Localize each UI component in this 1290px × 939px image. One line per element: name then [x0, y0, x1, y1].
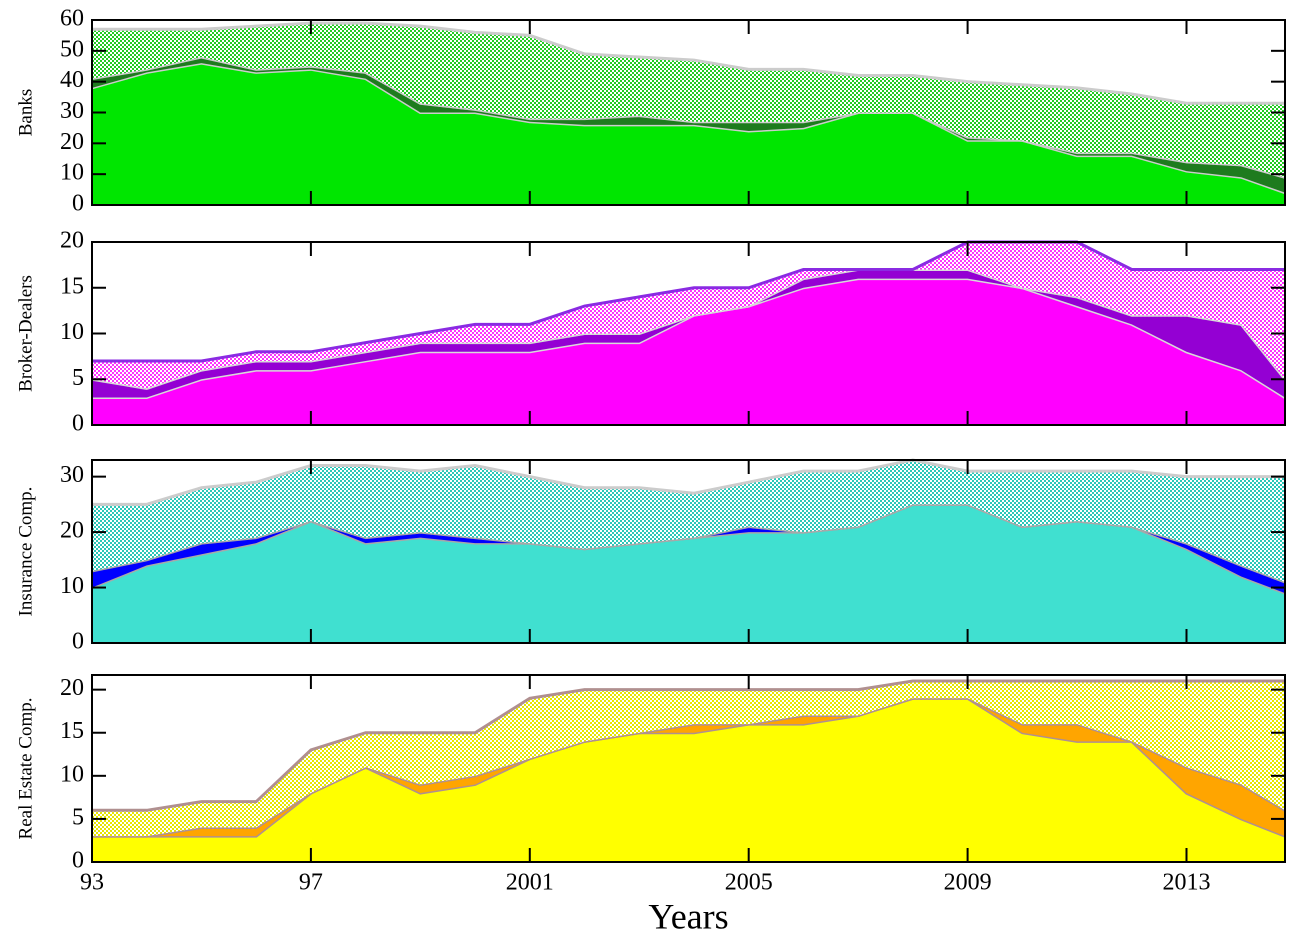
y-tick-label: 5: [72, 804, 84, 830]
area: [92, 460, 1285, 582]
area: [92, 242, 1285, 389]
y-tick-label: 20: [60, 675, 84, 701]
y-tick-label: 15: [60, 273, 84, 299]
area: [92, 278, 1285, 425]
x-tick-label: 97: [299, 870, 323, 896]
x-axis-label: Years: [648, 896, 728, 936]
y-tick-label: 10: [60, 319, 84, 345]
x-tick-label: 2009: [944, 870, 992, 896]
area: [92, 57, 1285, 193]
area-edge: [92, 21, 1285, 105]
y-tick-label: 20: [60, 518, 84, 544]
y-axis-label: Real Estate Comp.: [15, 698, 36, 840]
x-tick-label: 2005: [725, 870, 773, 896]
y-tick-label: 0: [72, 629, 84, 655]
plot-frame: [91, 674, 1286, 863]
y-tick-label: 10: [60, 160, 84, 186]
y-tick-label: 30: [60, 462, 84, 488]
y-tick-label: 0: [72, 411, 84, 437]
y-tick-label: 10: [60, 761, 84, 787]
y-tick-label: 30: [60, 98, 84, 124]
y-axis-label: Insurance Comp.: [15, 487, 36, 617]
area-edge: [92, 240, 1285, 363]
y-tick-label: 20: [60, 228, 84, 254]
y-tick-label: 50: [60, 36, 84, 62]
x-tick-label: 2013: [1162, 870, 1210, 896]
area-edge: [92, 679, 1285, 812]
area: [92, 681, 1285, 837]
plot-frame: [91, 459, 1286, 644]
x-tick-label: 93: [80, 870, 104, 896]
y-axis-label: Banks: [15, 89, 36, 137]
y-tick-label: 5: [72, 365, 84, 391]
x-tick-label: 2001: [506, 870, 554, 896]
y-tick-label: 0: [72, 191, 84, 217]
y-tick-label: 40: [60, 67, 84, 93]
y-axis-label: Broker-Dealers: [15, 275, 36, 392]
y-tick-label: 20: [60, 129, 84, 155]
area: [92, 698, 1285, 862]
y-tick-label: 0: [72, 848, 84, 874]
area-edge: [92, 458, 1285, 506]
area: [92, 504, 1285, 643]
y-tick-label: 60: [60, 6, 84, 32]
area: [92, 23, 1285, 178]
area: [92, 63, 1285, 205]
y-tick-label: 15: [60, 718, 84, 744]
y-tick-label: 10: [60, 573, 84, 599]
